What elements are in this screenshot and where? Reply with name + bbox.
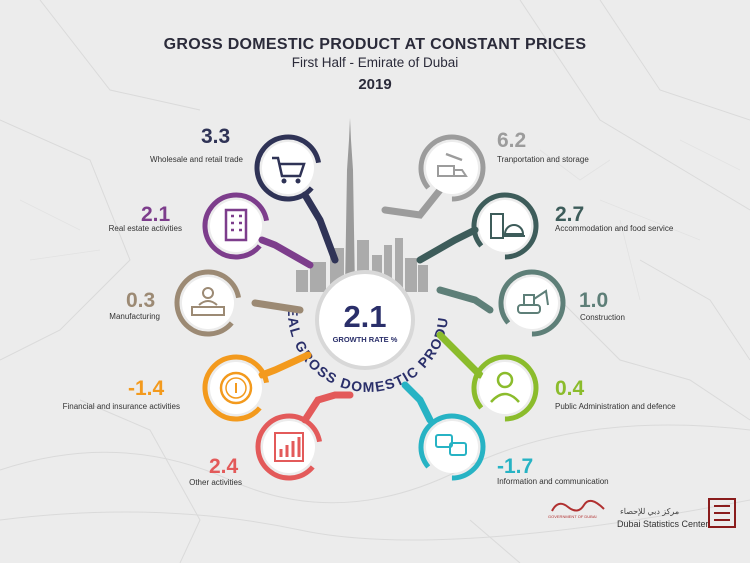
- center-growth-label: GROWTH RATE %: [332, 335, 398, 344]
- person-icon: [490, 371, 520, 403]
- value-info-comm: -1.7: [497, 455, 534, 478]
- skyline-illustration: [296, 118, 428, 292]
- label-manufacturing: Manufacturing: [109, 312, 160, 321]
- label-info-comm: Information and communication: [497, 477, 609, 486]
- sector-ring-wholesale: [254, 134, 322, 202]
- sector-ring-real-estate: [202, 192, 270, 260]
- connector-arrows: [251, 186, 494, 424]
- value-transport: 6.2: [497, 129, 527, 152]
- value-construction: 1.0: [579, 289, 609, 312]
- hotel-icon: [490, 213, 525, 239]
- dsc-logo-mark: [708, 498, 736, 528]
- label-financial: Financial and insurance activities: [62, 402, 180, 411]
- value-other: 2.4: [209, 455, 239, 478]
- page-title: GROSS DOMESTIC PRODUCT AT CONSTANT PRICE…: [163, 36, 587, 53]
- factory-worker-icon: [191, 287, 225, 316]
- value-accommodation: 2.7: [555, 203, 585, 226]
- label-construction: Construction: [580, 313, 625, 322]
- label-transport: Tranportation and storage: [497, 155, 589, 164]
- government-logo-text: GOVERNMENT OF DUBAI: [548, 514, 597, 519]
- government-logo-mark: [551, 499, 605, 512]
- sector-ring-other: [255, 413, 323, 481]
- sector-ring-manufacturing: [174, 269, 242, 337]
- label-public-admin: Public Administration and defence: [555, 402, 676, 411]
- label-accommodation: Accommodation and food service: [555, 224, 674, 233]
- value-real-estate: 2.1: [141, 203, 171, 226]
- center-growth-value: 2.1: [343, 299, 387, 334]
- center-hub: [315, 270, 415, 370]
- excavator-icon: [517, 289, 549, 314]
- value-manufacturing: 0.3: [126, 289, 156, 312]
- building-icon: [224, 208, 248, 242]
- value-public-admin: 0.4: [555, 377, 585, 400]
- bar-chart-icon: [274, 432, 304, 462]
- coin-icon: [219, 371, 253, 405]
- shopping-cart-icon: [272, 156, 306, 184]
- sector-ring-public-admin: [471, 354, 539, 422]
- sector-ring-info-comm: [418, 413, 486, 481]
- year-label: 2019: [358, 76, 392, 93]
- transport-icon: [437, 152, 468, 177]
- value-wholesale: 3.3: [201, 125, 231, 148]
- sector-ring-construction: [498, 269, 566, 337]
- label-real-estate: Real estate activities: [108, 224, 182, 233]
- chat-icon: [435, 434, 467, 456]
- label-wholesale: Wholesale and retail trade: [150, 155, 243, 164]
- sector-ring-transport: [418, 134, 486, 202]
- page-subtitle: First Half - Emirate of Dubai: [291, 55, 459, 70]
- sector-ring-financial: [202, 354, 270, 422]
- value-financial: -1.4: [128, 377, 165, 400]
- sector-ring-accommodation: [471, 192, 539, 260]
- dsc-logo-english: Dubai Statistics Center: [617, 519, 709, 529]
- label-other: Other activities: [189, 478, 242, 487]
- dsc-logo-arabic: مركز دبي للإحصاء: [620, 507, 680, 516]
